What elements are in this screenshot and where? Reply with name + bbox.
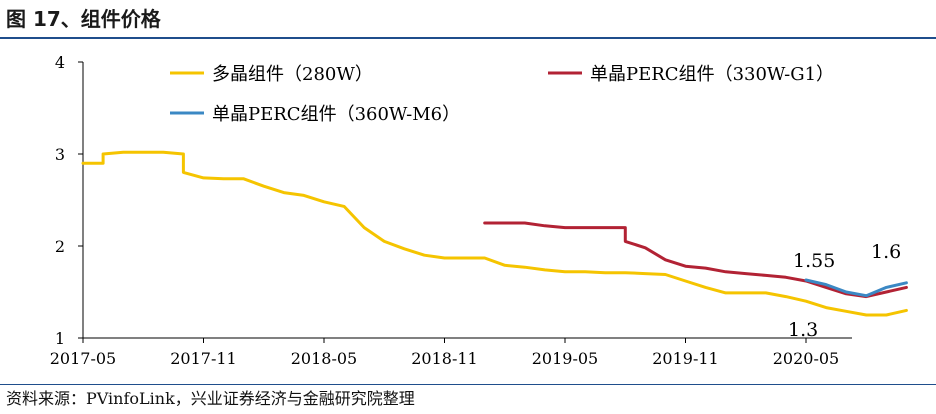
x-tick-label: 2017-11: [170, 349, 236, 368]
y-tick-label: 3: [55, 145, 65, 164]
series-line: [81, 150, 908, 317]
legend-label: 单晶PERC组件（360W-M6）: [212, 104, 460, 125]
x-tick-label: 2019-11: [652, 349, 718, 368]
annotation-label: 1.6: [871, 241, 901, 263]
x-tick-label: 2018-11: [411, 349, 477, 368]
y-tick-label: 1: [55, 329, 65, 348]
footer-divider: [0, 384, 936, 385]
title-divider: [0, 37, 936, 39]
y-tick-label: 4: [55, 53, 65, 72]
x-ticks: 2017-05 2017-11 2018-05 2018-11 2019-05 2019-…: [50, 338, 839, 368]
price-line-chart: 1 2 3 4 2017-05 2017-11 2018-05 2018-11 2019-05…: [50, 53, 908, 368]
annotation-label: 1.55: [793, 250, 835, 272]
legend-label: 单晶PERC组件（330W-G1）: [590, 64, 834, 85]
x-tick-label: 2017-05: [50, 349, 116, 368]
annotation-label: 1.3: [788, 319, 818, 341]
chart-axes: [82, 62, 852, 339]
figure-title: 图 17、组件价格: [6, 7, 161, 31]
series-lines: [81, 150, 908, 317]
source-note: 资料来源：PVinfoLink，兴业证券经济与金融研究院整理: [6, 389, 415, 408]
x-tick-label: 2020-05: [773, 349, 839, 368]
series-line: [483, 221, 908, 299]
chart-annotations: 1.55 1.6 1.3: [788, 241, 901, 341]
legend-label: 多晶组件（280W）: [212, 64, 373, 85]
y-ticks: 1 2 3 4: [55, 53, 83, 348]
x-tick-label: 2019-05: [532, 349, 598, 368]
series-line: [804, 278, 908, 298]
x-tick-label: 2018-05: [291, 349, 357, 368]
y-tick-label: 2: [55, 237, 65, 256]
chart-legend: 多晶组件（280W） 单晶PERC组件（330W-G1） 单晶PERC组件（360W…: [170, 64, 834, 125]
